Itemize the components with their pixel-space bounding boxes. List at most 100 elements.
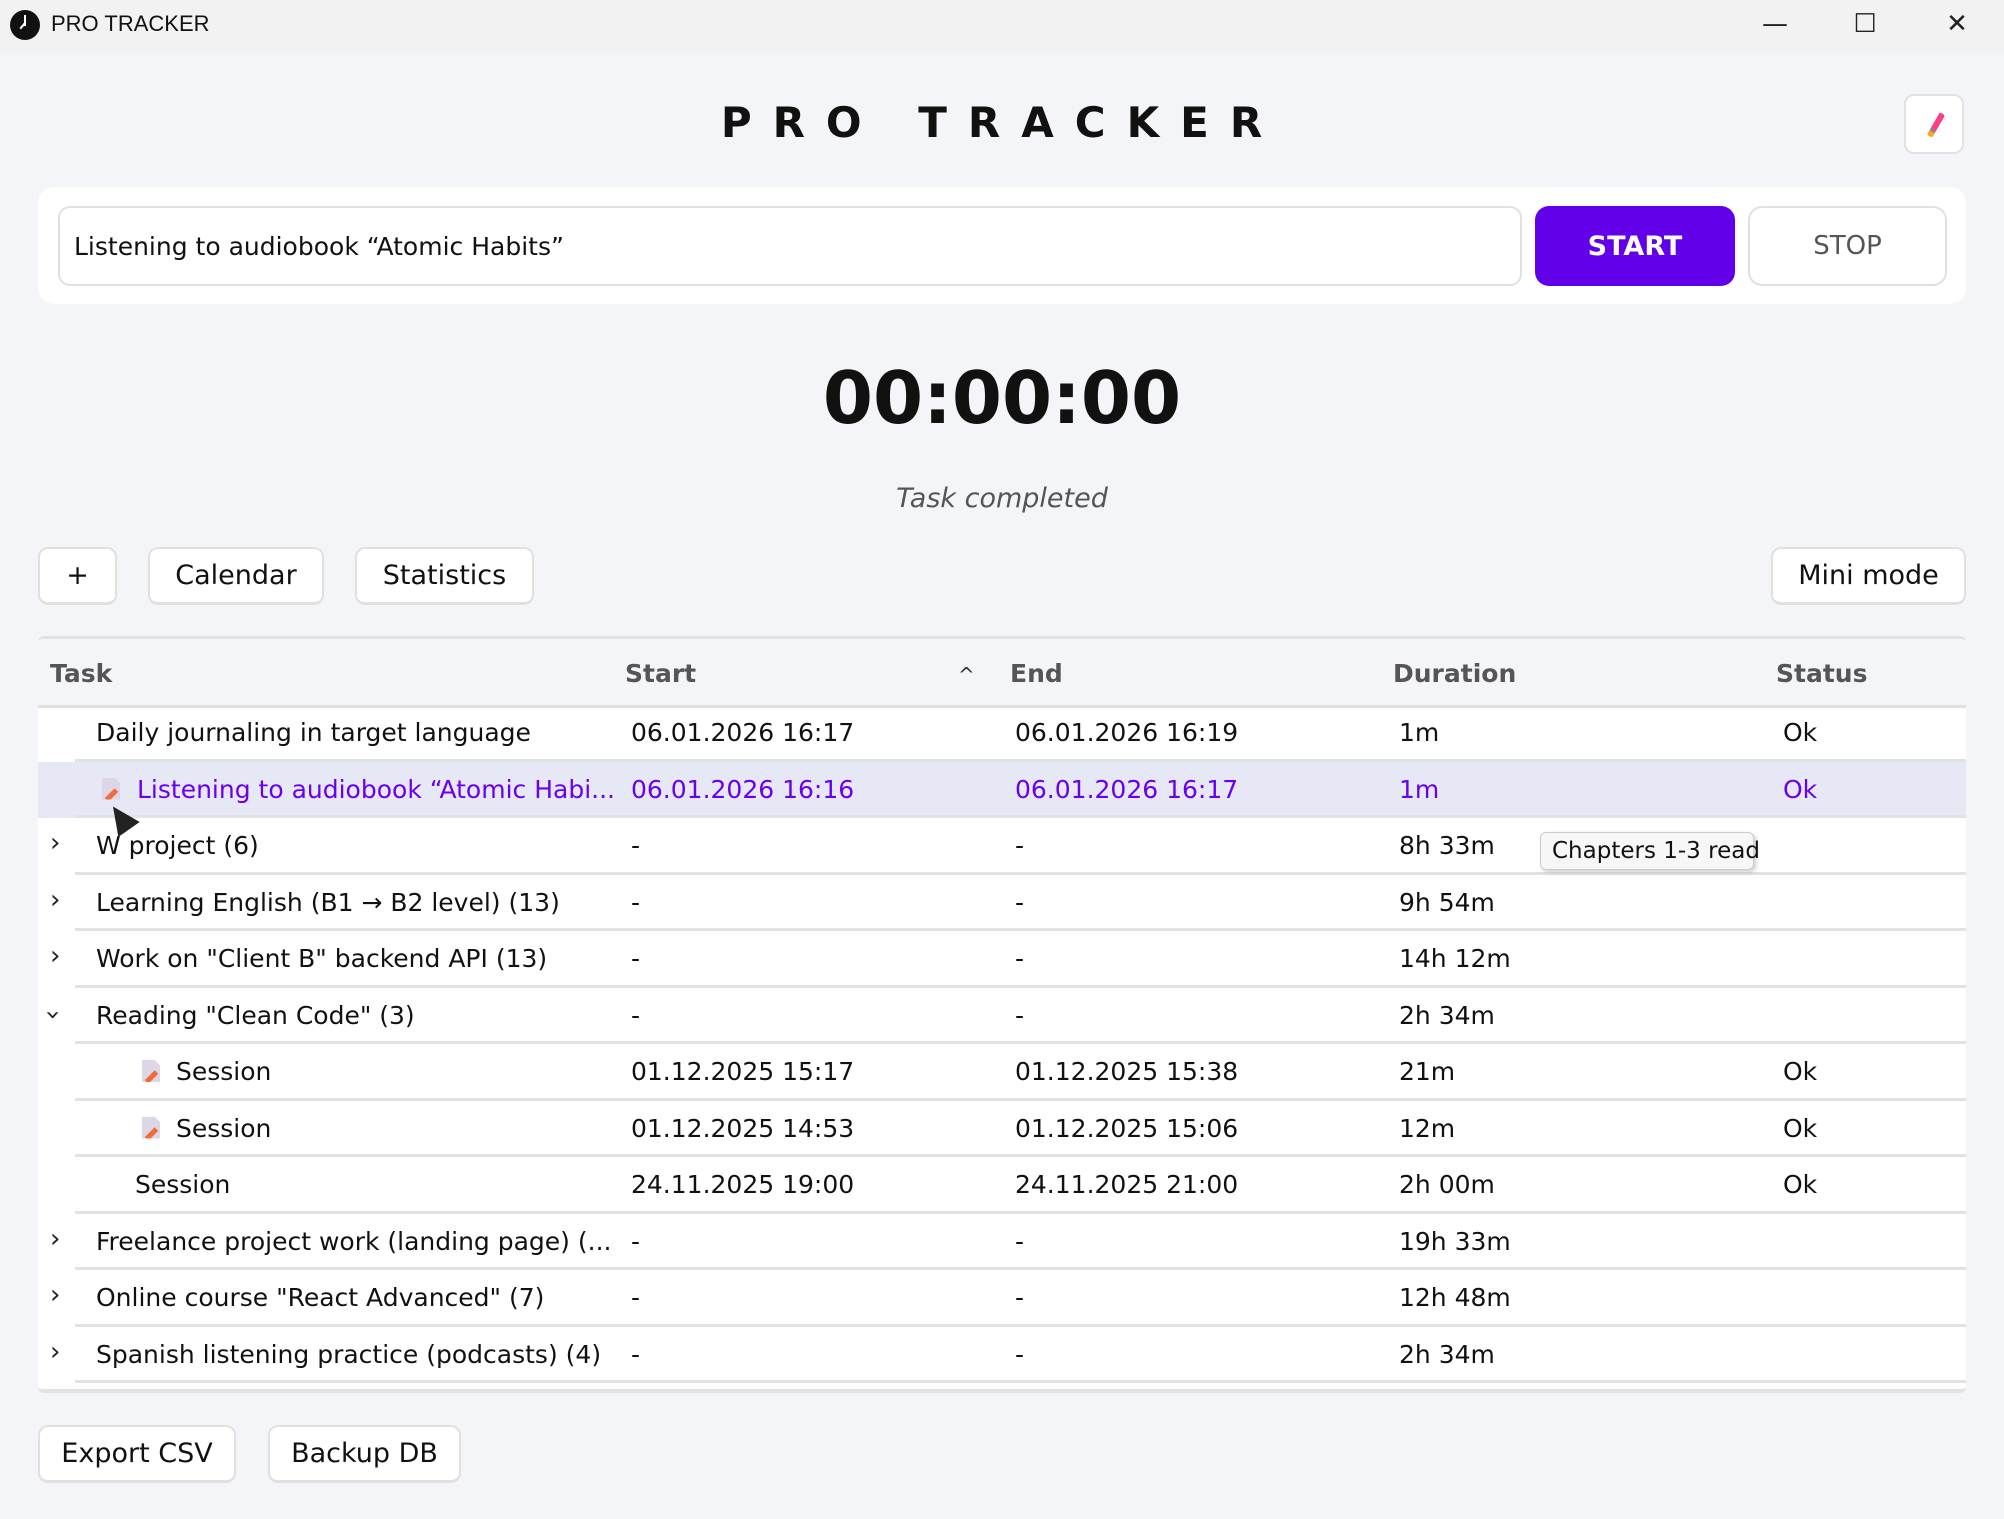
column-header-task[interactable]: Task <box>50 659 113 688</box>
end-cell: - <box>1015 887 1025 917</box>
table-row[interactable]: › Work on "Client B" backend API (13) - - 14… <box>38 931 1966 988</box>
duration-cell: 2h 34m <box>1399 1000 1495 1030</box>
status-cell: Ok <box>1783 774 1818 804</box>
maximize-button[interactable]: ☐ <box>1853 9 1877 39</box>
start-button[interactable]: START <box>1535 206 1735 286</box>
row-divider <box>75 984 1966 988</box>
calendar-button[interactable]: Calendar <box>148 547 324 605</box>
chevron-right-icon[interactable]: › <box>50 1223 61 1254</box>
row-divider <box>75 928 1966 931</box>
duration-cell: 1m <box>1399 774 1440 804</box>
duration-cell: 8h 33m <box>1399 831 1495 860</box>
end-cell: 06.01.2026 16:17 <box>1015 774 1239 804</box>
note-edit-icon <box>142 1060 160 1082</box>
stop-button[interactable]: STOP <box>1748 206 1947 286</box>
start-cell: - <box>631 944 641 973</box>
add-task-button[interactable]: + <box>38 547 117 605</box>
row-divider <box>75 1097 1966 1101</box>
table-row[interactable]: › W project (6) - - 8h 33m <box>38 818 1966 875</box>
start-cell: - <box>631 831 641 860</box>
start-cell: 06.01.2026 16:17 <box>631 718 855 747</box>
table-row[interactable]: Listening to audiobook “Atomic Habi... 06… <box>38 761 1966 818</box>
end-cell: 24.11.2025 21:00 <box>1015 1170 1239 1199</box>
chevron-right-icon[interactable]: › <box>50 941 61 971</box>
duration-cell: 21m <box>1399 1057 1456 1086</box>
status-cell: Ok <box>1783 1170 1818 1199</box>
column-header-status[interactable]: Status <box>1776 659 1868 688</box>
timer-display: 00:00:00 <box>822 356 1182 440</box>
end-cell: - <box>1015 944 1025 973</box>
row-divider <box>75 758 1966 762</box>
duration-cell: 9h 54m <box>1399 887 1495 917</box>
task-cell: Learning English (B1 → B2 level) (13) <box>96 887 560 917</box>
title-bar: PRO TRACKER — ☐ ✕ <box>0 0 2004 52</box>
tooltip: Chapters 1-3 read <box>1540 832 1760 870</box>
sort-ascending-icon: ^ <box>958 663 975 687</box>
duration-cell: 12h 48m <box>1399 1283 1511 1312</box>
start-cell: - <box>631 1283 641 1312</box>
task-cell: W project (6) <box>96 831 259 860</box>
row-divider <box>75 1267 1966 1270</box>
note-edit-icon <box>142 1116 160 1139</box>
theme-button[interactable] <box>1904 94 1964 154</box>
start-cell: 06.01.2026 16:16 <box>631 774 855 804</box>
row-divider <box>75 1154 1966 1157</box>
chevron-right-icon[interactable]: › <box>50 1280 61 1310</box>
table-row[interactable]: › Learning English (B1 → B2 level) (13) - -… <box>38 875 1966 931</box>
duration-cell: 2h 34m <box>1399 1339 1495 1369</box>
start-cell: - <box>631 887 641 917</box>
start-cell: 01.12.2025 15:17 <box>631 1057 855 1086</box>
table-row[interactable]: › Online course "React Advanced" (7) - - 12h… <box>38 1270 1966 1327</box>
end-cell: 01.12.2025 15:06 <box>1015 1113 1239 1143</box>
column-header-start[interactable]: Start <box>625 659 697 688</box>
table-row[interactable]: › Freelance project work (landing page) (… <box>38 1214 1966 1270</box>
table-row[interactable]: Session 24.11.2025 19:00 24.11.2025 21:00 2… <box>38 1157 1966 1214</box>
task-cell: Session <box>176 1057 272 1086</box>
row-divider <box>75 871 1966 875</box>
task-input[interactable] <box>58 206 1522 286</box>
start-cell: - <box>631 1000 641 1030</box>
backup-db-button[interactable]: Backup DB <box>268 1425 461 1483</box>
statistics-button[interactable]: Statistics <box>355 547 534 605</box>
column-header-duration[interactable]: Duration <box>1393 659 1517 688</box>
chevron-right-icon[interactable]: › <box>50 1336 61 1367</box>
end-cell: 01.12.2025 15:38 <box>1015 1057 1239 1086</box>
task-cell: Online course "React Advanced" (7) <box>96 1283 545 1312</box>
column-header-end[interactable]: End <box>1010 659 1063 688</box>
end-cell: - <box>1015 1339 1025 1369</box>
row-divider <box>75 1323 1966 1327</box>
close-button[interactable]: ✕ <box>1946 9 1968 39</box>
chevron-right-icon[interactable]: › <box>50 884 61 915</box>
table-row[interactable]: Daily journaling in target language 06.01… <box>38 705 1966 762</box>
status-cell: Ok <box>1783 1057 1818 1086</box>
table-row[interactable]: › Reading "Clean Code" (3) - - 2h 34m <box>38 988 1966 1044</box>
export-csv-button[interactable]: Export CSV <box>38 1425 236 1483</box>
task-cell: Session <box>176 1113 272 1143</box>
duration-cell: 2h 00m <box>1399 1170 1495 1199</box>
status-cell: Ok <box>1783 1113 1818 1143</box>
status-cell: Ok <box>1783 718 1818 747</box>
page-title: PRO TRACKER <box>720 98 1284 147</box>
task-cell: Freelance project work (landing page) (.… <box>96 1226 612 1256</box>
start-cell: - <box>631 1339 641 1369</box>
minimize-button[interactable]: — <box>1762 9 1788 39</box>
row-divider <box>75 1380 1966 1383</box>
mini-mode-button[interactable]: Mini mode <box>1771 547 1966 605</box>
task-cell: Spanish listening practice (podcasts) (4… <box>96 1339 602 1369</box>
task-cell: Listening to audiobook “Atomic Habi... <box>137 774 615 804</box>
end-cell: - <box>1015 1283 1025 1312</box>
chevron-right-icon[interactable]: › <box>50 828 61 858</box>
paintbrush-icon <box>1926 112 1946 138</box>
chevron-down-icon[interactable]: › <box>38 1009 69 1020</box>
table-row[interactable]: Session 01.12.2025 14:53 01.12.2025 15:06 1… <box>38 1101 1966 1157</box>
start-cell: 01.12.2025 14:53 <box>631 1113 855 1143</box>
table-row[interactable]: › Spanish listening practice (podcasts) (… <box>38 1327 1966 1383</box>
duration-cell: 1m <box>1399 718 1440 747</box>
task-cell: Session <box>135 1170 231 1199</box>
status-message: Task completed <box>896 483 1108 514</box>
task-cell: Reading "Clean Code" (3) <box>96 1000 415 1030</box>
end-cell: 06.01.2026 16:19 <box>1015 718 1239 747</box>
table-row[interactable]: Session 01.12.2025 15:17 01.12.2025 15:38 2… <box>38 1044 1966 1101</box>
duration-cell: 19h 33m <box>1399 1226 1511 1256</box>
task-cell: Work on "Client B" backend API (13) <box>96 944 548 973</box>
